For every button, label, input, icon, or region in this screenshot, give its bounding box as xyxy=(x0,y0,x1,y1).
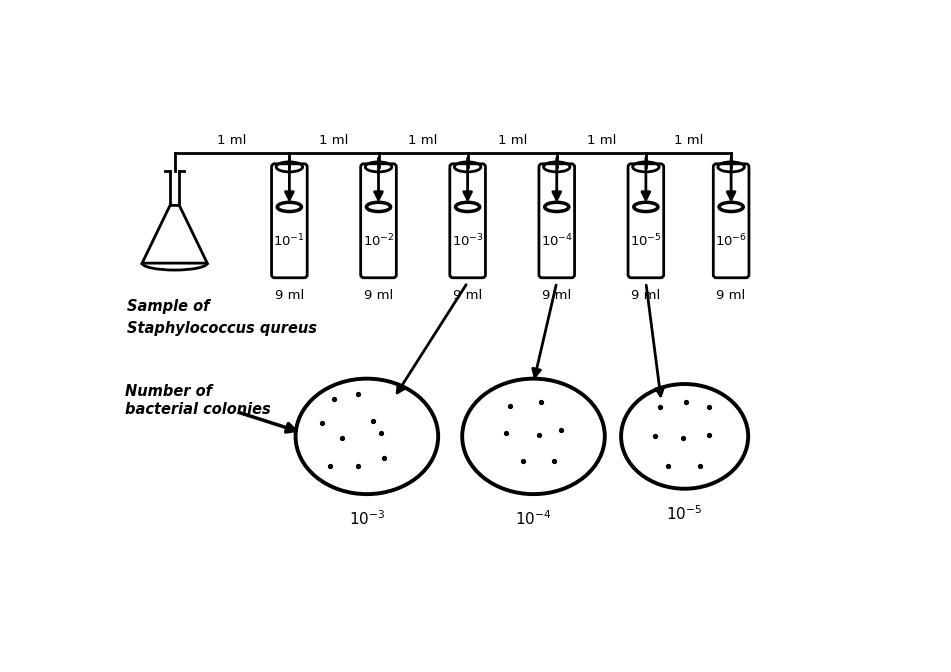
Text: 10$^{-4}$: 10$^{-4}$ xyxy=(541,233,573,249)
Text: bacterial colonies: bacterial colonies xyxy=(126,402,271,417)
Text: 9 ml: 9 ml xyxy=(453,288,482,302)
Text: 1 ml: 1 ml xyxy=(674,134,703,147)
Text: 10$^{-5}$: 10$^{-5}$ xyxy=(630,233,662,249)
Text: 10$^{-1}$: 10$^{-1}$ xyxy=(274,233,305,249)
Text: 10$^{-3}$: 10$^{-3}$ xyxy=(349,509,385,528)
Text: 1 ml: 1 ml xyxy=(218,134,246,147)
Text: 10$^{-5}$: 10$^{-5}$ xyxy=(667,504,703,523)
Text: Sample of: Sample of xyxy=(126,299,209,314)
Text: Number of: Number of xyxy=(126,384,212,399)
Text: 9 ml: 9 ml xyxy=(364,288,393,302)
Text: 10$^{-6}$: 10$^{-6}$ xyxy=(715,233,747,249)
Text: 1 ml: 1 ml xyxy=(587,134,616,147)
Text: 9 ml: 9 ml xyxy=(542,288,572,302)
Text: 9 ml: 9 ml xyxy=(275,288,304,302)
Text: 9 ml: 9 ml xyxy=(716,288,746,302)
Text: 1 ml: 1 ml xyxy=(408,134,437,147)
Text: 10$^{-4}$: 10$^{-4}$ xyxy=(515,509,552,528)
Text: 1 ml: 1 ml xyxy=(320,134,349,147)
Text: Staphylococcus qureus: Staphylococcus qureus xyxy=(126,321,317,336)
Text: 1 ml: 1 ml xyxy=(497,134,527,147)
Text: 9 ml: 9 ml xyxy=(631,288,661,302)
Text: 10$^{-3}$: 10$^{-3}$ xyxy=(452,233,483,249)
Text: 10$^{-2}$: 10$^{-2}$ xyxy=(362,233,395,249)
